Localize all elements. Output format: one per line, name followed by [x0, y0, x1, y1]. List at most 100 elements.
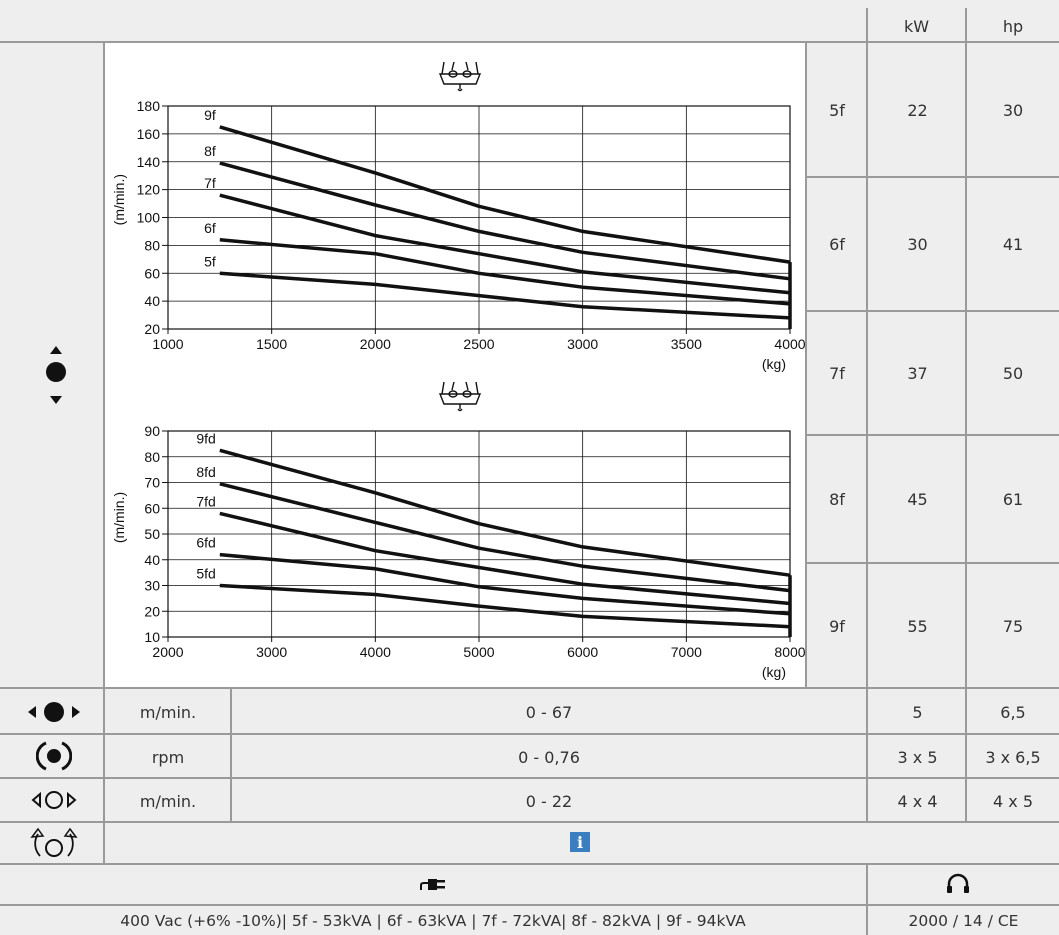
chart2-ytick-label: 90 [144, 423, 160, 439]
chart1-ytick-label: 140 [137, 154, 161, 170]
chart2-ytick-label: 50 [144, 526, 160, 542]
series-line-8fd [219, 482, 791, 593]
row2-value: 0 - 0,76 [518, 747, 580, 767]
chart2-xtick-label: 6000 [567, 644, 598, 660]
chart1-ytick-label: 80 [144, 237, 160, 253]
rotation-icon [35, 740, 73, 772]
header-kw: kW [903, 16, 930, 36]
divider-col-kw [866, 8, 868, 822]
chart2-ytick-label: 30 [144, 578, 160, 594]
series-label-9fd: 9fd [196, 430, 215, 446]
info-badge[interactable]: i [570, 832, 590, 852]
model-6f-kw: 30 [907, 235, 928, 254]
chart2-ylabel: (m/min.) [111, 492, 127, 543]
divider-row-1 [0, 733, 1059, 735]
series-label-8fd: 8fd [196, 464, 215, 480]
series-line-9f [219, 125, 791, 264]
divider-model-4 [806, 562, 1059, 564]
chart1-xtick-label: 2000 [360, 336, 391, 352]
model-9f-name: 9f [829, 616, 845, 636]
divider-model-1 [806, 176, 1059, 178]
chart1-ytick-label: 120 [137, 182, 161, 198]
power-plug-icon [420, 876, 446, 892]
model-5f-name: 5f [829, 101, 845, 120]
divider-model-3 [806, 434, 1059, 436]
chart1-ytick-label: 20 [144, 321, 160, 337]
chart1-xtick-label: 3500 [671, 336, 702, 352]
series-label-8f: 8f [204, 143, 216, 159]
model-8f-name: 8f [829, 490, 845, 509]
series-line-9fd [219, 448, 791, 577]
charts-svg: 1000 1500 2000 2500 3000 3500 4000 20 40 60 80 100 1… [111, 61, 806, 680]
divider-col-unit [230, 688, 232, 822]
divider-row-4 [0, 863, 1059, 865]
chart2-xtick-label: 3000 [256, 644, 287, 660]
row3-value: 0 - 22 [525, 791, 573, 811]
chart2-ytick-label: 10 [144, 629, 160, 645]
chart2-xunit: (kg) [762, 664, 786, 680]
series-label-5fd: 5fd [196, 566, 215, 582]
series-label-5f: 5f [204, 253, 216, 269]
chart1-xunit: (kg) [762, 356, 786, 372]
chart2-frame [167, 430, 791, 638]
headphones-icon [946, 872, 970, 894]
model-8f-hp: 61 [1002, 490, 1024, 509]
model-9f-kw: 55 [907, 616, 928, 636]
row1-value: 0 - 67 [525, 702, 573, 722]
chart1-xtick-label: 3000 [567, 336, 598, 352]
model-6f-name: 6f [829, 235, 845, 254]
divider-header [0, 41, 1059, 43]
series-line-7fd [219, 511, 791, 606]
crane-travel-icon [30, 789, 78, 811]
chart2-ytick-label: 70 [144, 475, 160, 491]
model-8f-kw: 45 [907, 490, 928, 509]
divider-model-2 [806, 310, 1059, 312]
hoist-up-down-icon [44, 344, 68, 408]
info-icon[interactable]: i [570, 832, 590, 852]
chart1-ytick-label: 180 [137, 98, 161, 114]
series-line-6f [219, 238, 791, 306]
chart1-ytick-label: 40 [144, 293, 160, 309]
chart2-xtick-label: 2000 [152, 644, 183, 660]
series-line-6fd [219, 552, 791, 616]
series-line-8f [219, 161, 791, 281]
row2-hp: 3 x 6,5 [985, 747, 1041, 767]
divider-rows-top [0, 687, 1059, 689]
chart2-ytick-label: 80 [144, 449, 160, 465]
series-line-5fd [219, 583, 791, 629]
chart1-xtick-label: 2500 [463, 336, 494, 352]
model-5f-hp: 30 [1002, 101, 1024, 120]
footer-power-spec: 400 Vac (+6% -10%)| 5f - 53kVA | 6f - 63… [120, 911, 746, 930]
model-9f-hp: 75 [1002, 616, 1024, 636]
row1-kw: 5 [912, 702, 923, 722]
series-label-9f: 9f [204, 107, 216, 123]
row3-kw: 4 x 4 [897, 791, 938, 811]
hoist-crane-icon-1 [438, 61, 482, 92]
model-6f-hp: 41 [1002, 235, 1024, 254]
divider-col-footer [866, 864, 868, 935]
divider-footer [0, 904, 1059, 906]
model-5f-kw: 22 [907, 101, 928, 120]
chart1-ytick-label: 100 [137, 210, 161, 226]
trolley-travel-icon [26, 700, 82, 724]
series-label-6fd: 6fd [196, 535, 215, 551]
chart2-ytick-label: 20 [144, 603, 160, 619]
header-hp: hp [1002, 16, 1024, 36]
chart1-xtick-label: 1500 [256, 336, 287, 352]
header-row-bg [0, 0, 1059, 42]
series-label-7f: 7f [204, 175, 216, 191]
series-line-7f [219, 193, 791, 295]
footer-noise-spec: 2000 / 14 / CE [908, 911, 1019, 930]
chart2-xtick-label: 8000 [774, 644, 805, 660]
row3-hp: 4 x 5 [993, 791, 1033, 811]
divider-col-hp [965, 8, 967, 822]
models-column-bg [806, 42, 1059, 688]
row2-kw: 3 x 5 [897, 747, 938, 767]
series-label-7fd: 7fd [196, 493, 215, 509]
row3-unit: m/min. [139, 791, 197, 811]
divider-col-charts [805, 42, 807, 688]
chart2-xtick-label: 7000 [671, 644, 702, 660]
chart1-frame [167, 105, 791, 330]
series-label-6f: 6f [204, 220, 216, 236]
chart2-ytick-label: 40 [144, 552, 160, 568]
